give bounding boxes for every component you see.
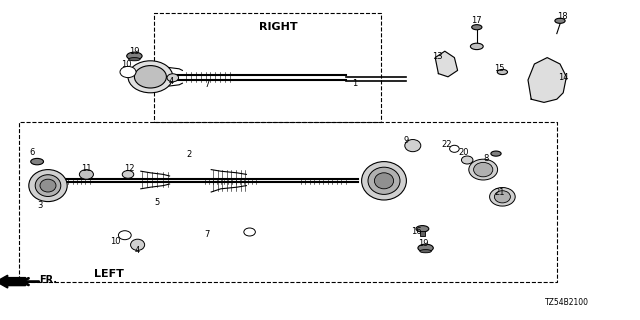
Text: 16: 16 — [411, 227, 421, 236]
Ellipse shape — [468, 159, 498, 180]
Text: 6: 6 — [29, 148, 35, 156]
Text: 7: 7 — [204, 80, 209, 89]
Text: LEFT: LEFT — [94, 268, 124, 279]
Ellipse shape — [362, 162, 406, 200]
Polygon shape — [435, 51, 458, 77]
Ellipse shape — [40, 179, 56, 192]
Ellipse shape — [167, 74, 179, 82]
Circle shape — [472, 25, 482, 30]
Text: 2: 2 — [186, 150, 191, 159]
Ellipse shape — [129, 58, 140, 61]
Ellipse shape — [474, 163, 493, 177]
Text: 1: 1 — [353, 79, 358, 88]
FancyArrow shape — [0, 275, 26, 288]
Text: 7: 7 — [205, 230, 210, 239]
Text: 18: 18 — [557, 12, 567, 21]
Circle shape — [416, 226, 429, 232]
Circle shape — [555, 18, 565, 23]
Ellipse shape — [120, 67, 136, 78]
Circle shape — [418, 244, 433, 252]
Text: 5: 5 — [154, 198, 159, 207]
Ellipse shape — [368, 167, 400, 194]
Ellipse shape — [420, 250, 431, 253]
Text: 12: 12 — [124, 164, 134, 173]
Ellipse shape — [461, 156, 473, 164]
Text: TZ54B2100: TZ54B2100 — [545, 298, 589, 307]
Text: 11: 11 — [81, 164, 92, 173]
Ellipse shape — [244, 228, 255, 236]
Text: 14: 14 — [558, 73, 568, 82]
Text: 17: 17 — [472, 16, 482, 25]
Text: RIGHT: RIGHT — [259, 22, 298, 32]
Ellipse shape — [495, 191, 511, 203]
Text: 10: 10 — [121, 60, 131, 69]
Ellipse shape — [79, 170, 93, 179]
Text: 8: 8 — [484, 154, 489, 163]
Ellipse shape — [449, 145, 460, 152]
Circle shape — [470, 43, 483, 50]
Text: 10: 10 — [110, 237, 120, 246]
Circle shape — [127, 52, 142, 60]
Text: 19: 19 — [419, 239, 429, 248]
Ellipse shape — [131, 239, 145, 250]
Text: 22: 22 — [442, 140, 452, 149]
Ellipse shape — [405, 140, 421, 152]
Text: 9: 9 — [404, 136, 409, 145]
Ellipse shape — [122, 171, 134, 178]
Text: FR.: FR. — [39, 275, 57, 285]
Text: 4: 4 — [169, 77, 174, 86]
Ellipse shape — [374, 173, 394, 189]
Bar — [420, 231, 425, 236]
Ellipse shape — [29, 170, 67, 202]
Text: 3: 3 — [37, 201, 42, 210]
Ellipse shape — [128, 61, 173, 93]
Ellipse shape — [134, 66, 166, 88]
Text: 13: 13 — [432, 52, 442, 60]
Text: 21: 21 — [494, 188, 504, 197]
Circle shape — [497, 69, 508, 75]
Ellipse shape — [490, 188, 515, 206]
Text: 20: 20 — [459, 148, 469, 157]
Ellipse shape — [35, 175, 61, 196]
Circle shape — [491, 151, 501, 156]
Text: 4: 4 — [135, 246, 140, 255]
Ellipse shape — [118, 231, 131, 240]
Text: 15: 15 — [494, 64, 504, 73]
Circle shape — [31, 158, 44, 165]
Text: 19: 19 — [129, 47, 140, 56]
Polygon shape — [528, 58, 566, 102]
